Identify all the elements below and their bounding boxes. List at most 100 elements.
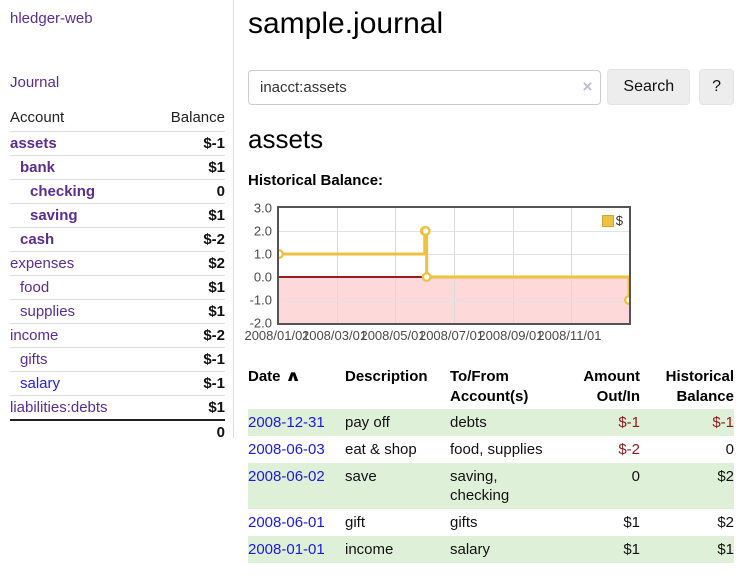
account-balance: $-1	[203, 135, 225, 152]
transaction-accounts: salary	[450, 541, 491, 558]
main-content: sample.journal × Search ? assets Histori…	[244, 0, 734, 563]
search-box: ×	[248, 69, 602, 105]
register-table: Date ∧ Description To/From Account(s) Amo…	[248, 365, 734, 563]
register-header-date[interactable]: Date ∧	[248, 368, 301, 385]
transaction-amount: $1	[623, 541, 640, 558]
accounts-header-account: Account	[10, 109, 65, 126]
account-row: gifts $-1	[10, 347, 225, 372]
legend-label: $	[615, 213, 623, 228]
y-tick-label: 3.0	[253, 200, 272, 216]
transaction-accounts: food, supplies	[450, 441, 543, 458]
account-link-supplies[interactable]: supplies	[20, 303, 76, 320]
sidebar: hledger-web Journal Account Balance asse…	[0, 0, 234, 444]
transaction-accounts: debts	[450, 414, 487, 431]
account-balance: $-2	[203, 231, 225, 248]
transaction-date-link[interactable]: 2008-01-01	[248, 541, 325, 558]
search-input[interactable]	[248, 69, 602, 105]
account-balance: $1	[208, 279, 225, 296]
chart-plot-area: $	[277, 206, 631, 325]
chart-y-axis-labels: 3.0 2.0 1.0 0.0 -1.0 -2.0	[246, 201, 272, 331]
data-point-marker	[421, 271, 432, 282]
account-balance: $1	[208, 207, 225, 224]
legend-swatch	[601, 214, 614, 227]
account-row: supplies $1	[10, 299, 225, 324]
register-table-body: 2008-12-31 pay off debts $-1 $-1 2008-06-03 ea…	[248, 409, 734, 563]
transaction-balance: $1	[717, 541, 734, 558]
y-tick-label: -1.0	[249, 292, 272, 308]
historical-balance-chart: 3.0 2.0 1.0 0.0 -1.0 -2.0 $ 2008/01/01 2008/03…	[244, 201, 631, 344]
register-header-balance: Historical Balance	[665, 368, 734, 405]
account-balance: $1	[208, 303, 225, 320]
sort-ascending-icon: ∧	[284, 368, 301, 385]
account-balance: $-1	[203, 375, 225, 392]
x-tick-label: 2008/03/01	[301, 328, 368, 343]
transaction-amount: $-1	[618, 414, 640, 431]
x-tick-label: 2008/05/01	[360, 328, 426, 343]
chart-title: Historical Balance:	[248, 172, 384, 189]
transaction-date-link[interactable]: 2008-06-01	[248, 514, 325, 531]
page-title: sample.journal	[248, 7, 444, 40]
clear-search-icon[interactable]: ×	[582, 76, 593, 96]
transaction-row: 2008-06-03 eat & shop food, supplies $-2 0	[248, 436, 734, 463]
accounts-table-body: assets $-1 bank $1 checking 0 saving $1 cash $-2 e…	[10, 131, 225, 421]
x-tick-label: 2008/09/01	[478, 328, 544, 343]
transaction-accounts: gifts	[450, 514, 478, 531]
account-balance: $-2	[203, 327, 225, 344]
account-balance: $2	[208, 255, 225, 272]
register-header-accounts: To/From Account(s)	[450, 368, 529, 405]
register-header-description: Description	[345, 368, 428, 385]
transaction-description: gift	[345, 514, 366, 531]
help-button[interactable]: ?	[699, 69, 734, 105]
account-row: food $1	[10, 275, 225, 300]
account-link-bank[interactable]: bank	[20, 159, 56, 176]
account-row: cash $-2	[10, 227, 225, 252]
transaction-date-link[interactable]: 2008-06-02	[248, 468, 325, 485]
transaction-row: 2008-01-01 income salary $1 $1	[248, 536, 734, 563]
account-link-salary[interactable]: salary	[20, 375, 61, 392]
account-row: liabilities:debts $1	[10, 395, 225, 421]
account-link-saving[interactable]: saving	[30, 207, 78, 224]
accounts-balance-table: Account Balance assets $-1 bank $1 checking 0…	[10, 106, 225, 444]
account-balance: $-1	[203, 351, 225, 368]
account-link-gifts[interactable]: gifts	[20, 351, 48, 368]
x-tick-label: 2008/11/01	[537, 328, 602, 343]
account-link-food[interactable]: food	[20, 279, 50, 296]
transaction-balance: $2	[717, 468, 734, 485]
account-row: salary $-1	[10, 371, 225, 396]
chart-legend: $	[599, 212, 625, 229]
transaction-date-link[interactable]: 2008-06-03	[248, 441, 325, 458]
transaction-balance: $2	[717, 514, 734, 531]
account-row: income $-2	[10, 323, 225, 348]
accounts-header-balance: Balance	[170, 109, 225, 126]
register-header-amount: Amount Out/In	[583, 368, 640, 405]
account-link-liabilities-debts[interactable]: liabilities:debts	[10, 399, 108, 416]
transaction-amount: $-2	[618, 441, 640, 458]
account-heading: assets	[248, 124, 324, 154]
search-button[interactable]: Search	[607, 69, 691, 105]
transaction-description: income	[345, 541, 394, 558]
accounts-total-value: 0	[148, 419, 225, 444]
accounts-total-row: 0	[10, 419, 225, 444]
data-point-marker	[624, 295, 629, 305]
transaction-description: eat & shop	[345, 441, 417, 458]
transaction-row: 2008-06-01 gift gifts $1 $2	[248, 509, 734, 536]
balance-line-series	[279, 226, 629, 305]
data-point-marker	[279, 249, 284, 259]
transaction-accounts: saving, checking	[450, 468, 510, 504]
transaction-date-link[interactable]: 2008-12-31	[248, 414, 325, 431]
app-title-link[interactable]: hledger-web	[10, 10, 93, 27]
account-link-assets[interactable]: assets	[10, 135, 57, 152]
y-tick-label: 0.0	[253, 269, 272, 285]
account-balance: $1	[208, 399, 225, 416]
transaction-amount: 0	[631, 468, 640, 485]
account-link-cash[interactable]: cash	[20, 231, 55, 248]
account-link-expenses[interactable]: expenses	[10, 255, 75, 272]
transaction-description: save	[345, 468, 377, 485]
account-link-checking[interactable]: checking	[30, 183, 96, 200]
sidebar-item-journal[interactable]: Journal	[10, 74, 60, 91]
transaction-balance: $-1	[712, 414, 734, 431]
account-row: expenses $2	[10, 251, 225, 276]
account-link-income[interactable]: income	[10, 327, 59, 344]
y-tick-label: -2.0	[249, 315, 272, 331]
x-tick-label: 2008/01/01	[244, 328, 310, 343]
